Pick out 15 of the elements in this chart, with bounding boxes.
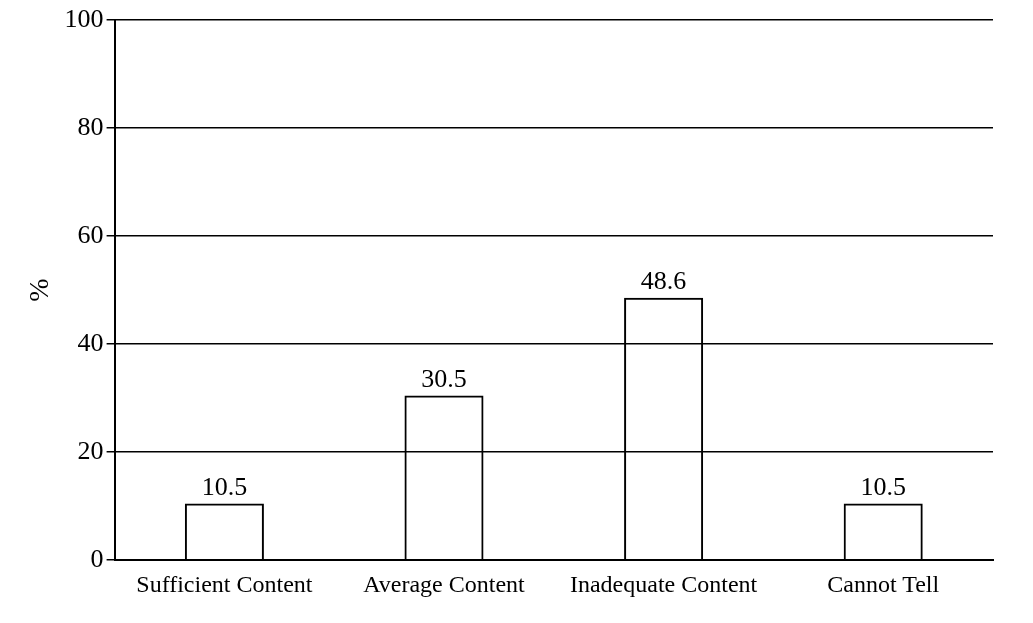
- x-tick-label: Sufficient Content: [136, 570, 313, 597]
- data-label: 10.5: [860, 472, 906, 502]
- y-tick-label: 0: [90, 544, 104, 574]
- y-tick-label: 60: [77, 219, 104, 249]
- x-tick-label: Cannot Tell: [827, 570, 940, 597]
- data-label: 30.5: [421, 364, 467, 394]
- x-tick-label: Average Content: [363, 570, 526, 597]
- y-axis-title: %: [23, 278, 55, 302]
- y-tick-label: 80: [77, 111, 104, 141]
- x-tick-label: Inadequate Content: [569, 570, 758, 597]
- y-tick-label: 40: [77, 327, 104, 357]
- y-tick-label: 100: [64, 3, 104, 33]
- y-tick-label: 20: [77, 435, 104, 465]
- data-label: 48.6: [640, 266, 687, 296]
- data-label: 10.5: [201, 472, 248, 502]
